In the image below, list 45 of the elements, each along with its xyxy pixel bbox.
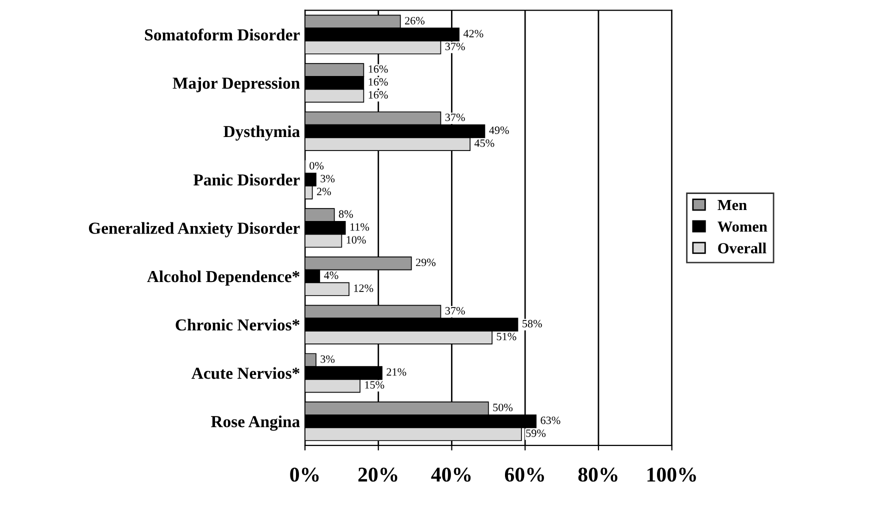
y-tick-label: Somatoform Disorder <box>145 28 300 40</box>
legend-label: Women <box>718 222 768 232</box>
legend-label: Overall <box>718 242 766 254</box>
data-label: 50% <box>493 404 513 412</box>
data-label: 45% <box>474 139 494 147</box>
legend-label: Men <box>718 200 747 210</box>
data-label: 37% <box>445 114 465 122</box>
data-label: 29% <box>416 258 436 266</box>
data-label: 63% <box>540 416 560 424</box>
data-label: 12% <box>354 284 374 292</box>
y-tick-label: Panic Disorder <box>193 174 300 186</box>
data-label: 15% <box>365 381 384 389</box>
x-tick-label: 40% <box>431 468 471 482</box>
data-label: 3% <box>320 174 335 182</box>
data-label: 59% <box>526 429 546 438</box>
y-tick-label: Generalized Anxiety Disorder <box>88 222 300 238</box>
data-label: 8% <box>338 210 353 218</box>
y-tick-label: Major Depression <box>172 77 300 92</box>
data-label: 4% <box>324 272 338 280</box>
y-tick-label: Dysthymia <box>224 125 300 141</box>
y-tick-label: Acute Nervios* <box>192 367 300 379</box>
data-label: 3% <box>320 355 335 363</box>
data-label: 2% <box>316 188 331 196</box>
x-tick-label: 0% <box>290 468 319 482</box>
data-label: 10% <box>346 236 366 244</box>
data-label: 16% <box>368 91 388 99</box>
data-label: 16% <box>368 78 388 86</box>
data-label: 21% <box>386 368 406 376</box>
data-label: 0% <box>310 162 324 170</box>
data-label: 42% <box>463 30 484 38</box>
data-label: 37% <box>445 42 465 50</box>
data-label: 16% <box>368 65 388 73</box>
x-tick-label: 20% <box>358 468 398 482</box>
x-tick-label: 80% <box>578 468 618 482</box>
data-label: 11% <box>350 223 370 231</box>
data-label: 51% <box>496 332 516 340</box>
y-tick-label: Chronic Nervios* <box>176 318 300 331</box>
data-label: 49% <box>489 126 509 134</box>
data-label: 58% <box>522 320 542 328</box>
data-label: 26% <box>405 16 425 24</box>
data-label: 37% <box>445 307 465 315</box>
y-tick-label: Alcohol Dependence* <box>147 270 300 286</box>
x-tick-label: 100% <box>647 468 696 482</box>
y-tick-label: Rose Angina <box>211 416 300 431</box>
x-tick-label: 60% <box>504 468 544 482</box>
